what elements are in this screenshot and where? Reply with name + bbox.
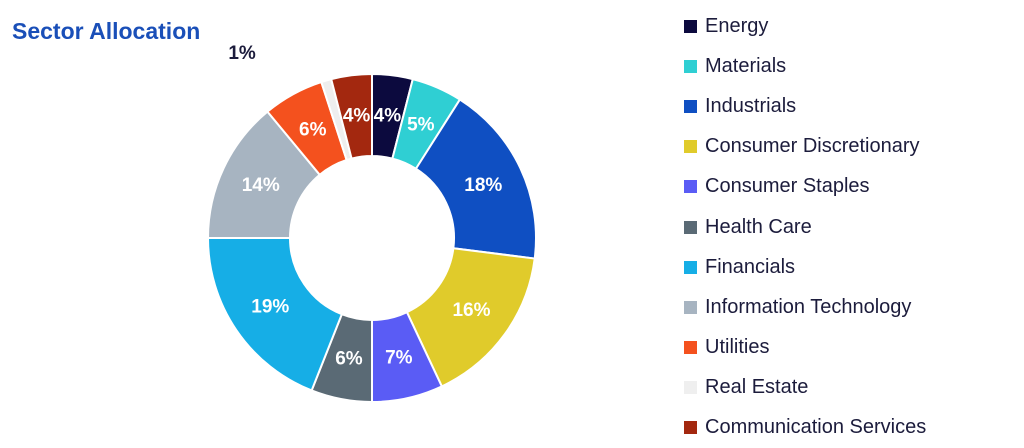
- legend-label: Real Estate: [705, 376, 809, 399]
- slice-communication-services: [329, 72, 373, 160]
- slice-financials: [206, 237, 344, 392]
- legend-swatch: [684, 99, 697, 113]
- data-label-consumer-staples: 7%: [385, 348, 413, 369]
- legend-item: Materials: [684, 46, 926, 86]
- slice-consumer-discretionary: [405, 247, 536, 388]
- legend-swatch: [684, 59, 697, 73]
- legend-label: Consumer Staples: [705, 175, 870, 198]
- legend-label: Health Care: [705, 215, 812, 238]
- legend-label: Energy: [705, 14, 769, 37]
- legend-swatch: [684, 19, 697, 33]
- legend-swatch: [684, 421, 697, 435]
- legend-label: Financials: [705, 255, 796, 278]
- data-label-real-estate: 1%: [228, 43, 256, 64]
- legend-item: Communication Services: [684, 408, 926, 448]
- data-label-financials: 19%: [251, 297, 289, 318]
- legend-item: Health Care: [684, 207, 926, 247]
- legend-label: Materials: [705, 54, 787, 77]
- legend-item: Consumer Discretionary: [684, 127, 926, 167]
- data-label-health-care: 6%: [335, 348, 363, 369]
- legend-item: Energy: [684, 6, 926, 46]
- legend-item: Utilities: [684, 328, 926, 368]
- data-label-communication-services: 4%: [343, 105, 371, 126]
- data-label-utilities: 6%: [299, 120, 327, 141]
- legend-swatch: [684, 140, 697, 154]
- legend-swatch: [684, 381, 697, 395]
- chart-title: Sector Allocation: [12, 18, 201, 44]
- legend-item: Financials: [684, 247, 926, 287]
- legend-swatch: [684, 180, 697, 194]
- legend-item: Real Estate: [684, 368, 926, 408]
- legend-label: Utilities: [705, 336, 770, 359]
- slice-industrials: [414, 98, 537, 260]
- legend-item: Consumer Staples: [684, 167, 926, 207]
- legend-swatch: [684, 260, 697, 274]
- legend-label: Industrials: [705, 94, 797, 117]
- data-label-consumer-discretionary: 16%: [452, 300, 490, 321]
- legend-item: Industrials: [684, 86, 926, 126]
- chart-legend: Energy Materials Industrials Consumer Discr…: [684, 6, 926, 448]
- legend-label: Information Technology: [705, 295, 912, 318]
- data-label-industrials: 18%: [464, 175, 502, 196]
- legend-swatch: [684, 220, 697, 234]
- legend-swatch: [684, 300, 697, 314]
- data-label-information-technology: 14%: [242, 175, 280, 196]
- legend-label: Consumer Discretionary: [705, 135, 920, 158]
- legend-label: Communication Services: [705, 416, 927, 439]
- legend-item: Information Technology: [684, 287, 926, 327]
- legend-swatch: [684, 341, 697, 355]
- data-label-energy: 4%: [374, 105, 402, 126]
- data-label-materials: 5%: [407, 115, 435, 136]
